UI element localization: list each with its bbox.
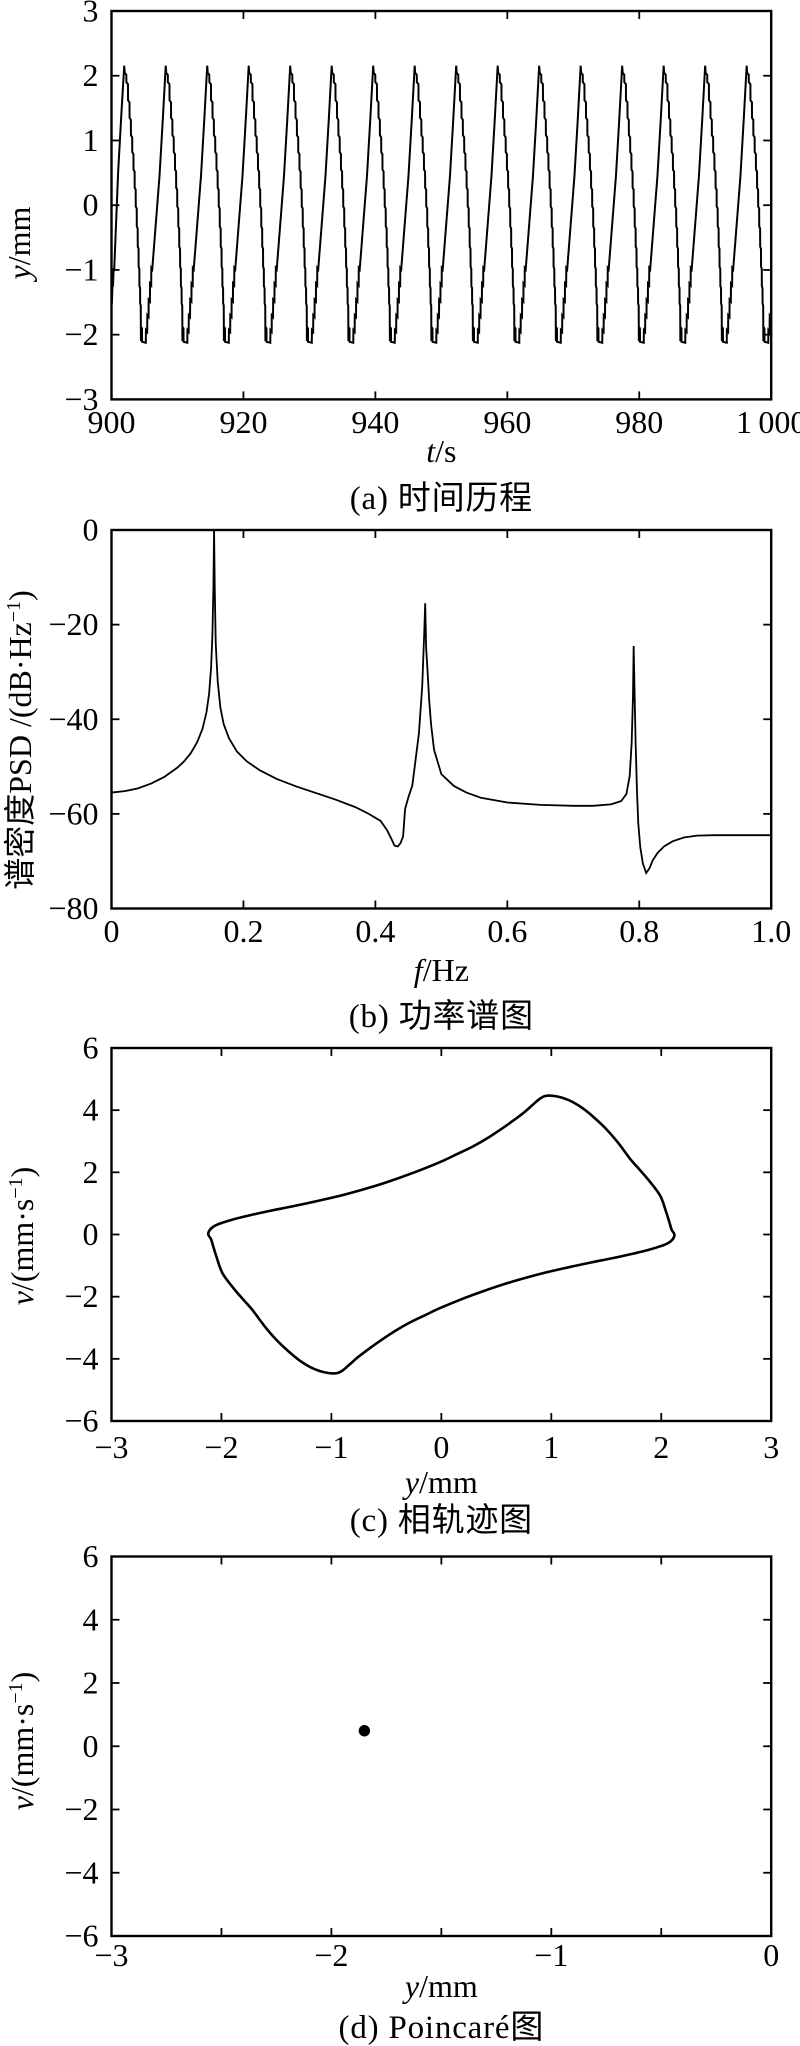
- svg-text:−1: −1: [314, 1429, 348, 1465]
- svg-text:0.6: 0.6: [487, 913, 527, 949]
- svg-text:1: 1: [83, 122, 99, 158]
- poincare-point: [358, 1725, 371, 1737]
- svg-text:0: 0: [83, 187, 99, 223]
- x-axis-label-b: f/Hz: [414, 952, 469, 988]
- subplot-d: −3 −2 −1 0 6 4 2 0 −2 −4 −6 y/mm v/(mm·s−1) (d) Poinc…: [4, 1538, 779, 2046]
- svg-text:−40: −40: [48, 701, 98, 737]
- svg-text:−3: −3: [94, 1937, 128, 1973]
- svg-text:2: 2: [83, 1665, 99, 1701]
- x-axis-label-a: t/s: [426, 433, 456, 469]
- subplot-b: 0 0.2 0.4 0.6 0.8 1.0 0 −20 −40 −60 −80 f/Hz 谱密度PSD …: [2, 512, 791, 1036]
- svg-text:−3: −3: [94, 1429, 128, 1465]
- series-d: [358, 1725, 371, 1737]
- svg-text:−2: −2: [64, 1278, 98, 1314]
- svg-text:1.0: 1.0: [751, 913, 791, 949]
- data-curve-a: [111, 65, 772, 345]
- axis-ticks-b: [111, 530, 772, 909]
- svg-text:900: 900: [88, 404, 136, 440]
- svg-text:0: 0: [763, 1937, 779, 1973]
- x-tick-labels-d: −3 −2 −1 0: [94, 1937, 779, 1973]
- y-tick-labels-b: 0 −20 −40 −60 −80: [48, 512, 98, 927]
- svg-text:980: 980: [615, 404, 663, 440]
- y-axis-label-d: v/(mm·s−1): [4, 1672, 40, 1811]
- caption-b: (b) 功率谱图: [349, 998, 534, 1035]
- x-tick-labels-b: 0 0.2 0.4 0.6 0.8 1.0: [104, 913, 792, 949]
- svg-text:−2: −2: [64, 1791, 98, 1827]
- svg-text:2: 2: [83, 1154, 99, 1190]
- data-curve-c: [206, 1094, 676, 1375]
- svg-text:920: 920: [219, 404, 267, 440]
- svg-text:0: 0: [83, 1728, 99, 1764]
- series-b: [111, 530, 772, 875]
- svg-text:1 000: 1 000: [736, 404, 800, 440]
- subplot-a: 900 920 940 960 980 1 000 3 2 1 0 −1 −2 −3 t/s y/mm (a)…: [1, 0, 800, 517]
- svg-text:3: 3: [763, 1429, 779, 1465]
- series-c: [206, 1094, 676, 1375]
- x-tick-labels-a: 900 920 940 960 980 1 000: [88, 404, 800, 440]
- axis-ticks-a: [111, 11, 772, 400]
- y-axis-label-a: y/mm: [1, 206, 37, 282]
- y-axis-label-c: v/(mm·s−1): [4, 1167, 40, 1306]
- series-a: [111, 65, 772, 345]
- svg-text:3: 3: [83, 0, 99, 29]
- svg-text:0: 0: [83, 1216, 99, 1252]
- svg-text:4: 4: [83, 1092, 99, 1128]
- svg-text:0.8: 0.8: [619, 913, 659, 949]
- svg-text:−80: −80: [48, 890, 98, 926]
- svg-text:2: 2: [83, 57, 99, 93]
- svg-text:−2: −2: [314, 1937, 348, 1973]
- y-tick-labels-c: 6 4 2 0 −2 −4 −6: [64, 1030, 98, 1439]
- caption-d: (d) Poincaré图: [339, 2010, 545, 2046]
- caption-a: (a) 时间历程: [350, 481, 533, 517]
- svg-text:0.4: 0.4: [355, 913, 395, 949]
- svg-text:−6: −6: [64, 1918, 98, 1954]
- svg-text:960: 960: [483, 404, 531, 440]
- x-axis-label-c: y/mm: [402, 1464, 478, 1500]
- x-axis-label-d: y/mm: [402, 1968, 478, 2004]
- svg-text:−60: −60: [48, 795, 98, 831]
- svg-text:0: 0: [104, 913, 120, 949]
- svg-text:0.2: 0.2: [223, 913, 263, 949]
- y-tick-labels-d: 6 4 2 0 −2 −4 −6: [64, 1538, 98, 1954]
- svg-text:4: 4: [83, 1601, 99, 1637]
- svg-text:−3: −3: [64, 381, 98, 417]
- svg-text:1: 1: [543, 1429, 559, 1465]
- axis-ticks-c: [111, 1048, 772, 1421]
- svg-text:−4: −4: [64, 1340, 98, 1376]
- svg-text:−2: −2: [64, 316, 98, 352]
- svg-text:−2: −2: [204, 1429, 238, 1465]
- svg-text:940: 940: [351, 404, 399, 440]
- svg-text:6: 6: [83, 1030, 99, 1066]
- svg-text:−1: −1: [534, 1937, 568, 1973]
- data-curve-b: [111, 530, 772, 875]
- svg-text:6: 6: [83, 1538, 99, 1574]
- svg-text:−1: −1: [64, 251, 98, 287]
- y-tick-labels-a: 3 2 1 0 −1 −2 −3: [64, 0, 98, 417]
- x-tick-labels-c: −3 −2 −1 0 1 2 3: [94, 1429, 779, 1465]
- caption-c: (c) 相轨迹图: [350, 1502, 533, 1539]
- svg-text:−6: −6: [64, 1403, 98, 1439]
- svg-text:2: 2: [653, 1429, 669, 1465]
- axis-ticks-d: [111, 1556, 772, 1936]
- svg-text:0: 0: [83, 512, 99, 548]
- svg-text:−4: −4: [64, 1854, 98, 1890]
- subplot-c: −3 −2 −1 0 1 2 3 6 4 2 0 −2 −4 −6 y/mm v/(mm·s−1) (c) 相轨…: [4, 1030, 779, 1540]
- svg-text:0: 0: [433, 1429, 449, 1465]
- svg-text:−20: −20: [48, 606, 98, 642]
- y-axis-label-b: 谱密度PSD /(dB·Hz−1): [2, 590, 38, 890]
